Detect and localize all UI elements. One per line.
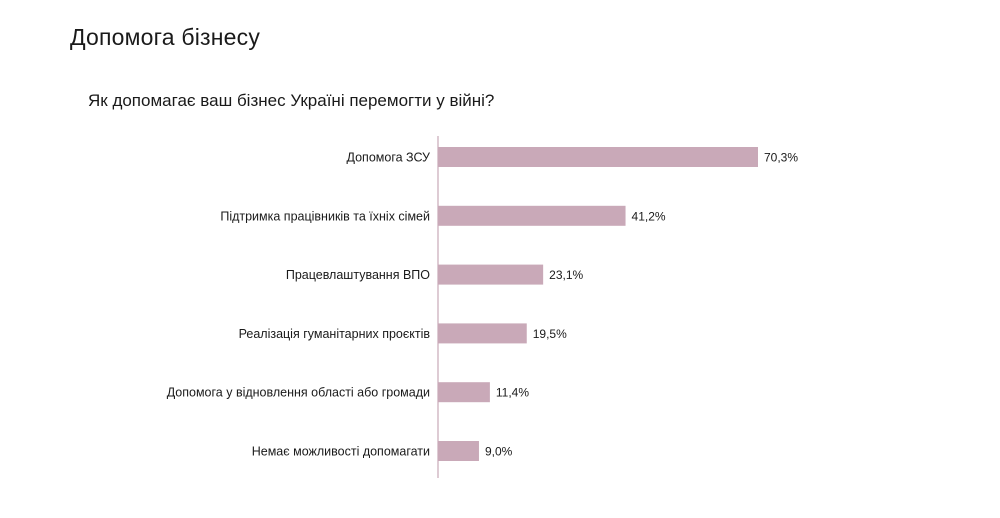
bar-5 xyxy=(438,382,490,403)
category-label-6: Немає можливості допомагати xyxy=(252,445,430,459)
value-label-2: 41,2% xyxy=(632,209,666,223)
value-label-4: 19,5% xyxy=(533,327,567,341)
value-label-3: 23,1% xyxy=(549,268,583,282)
category-label-1: Допомога ЗСУ xyxy=(347,151,431,165)
bar-6 xyxy=(438,441,479,461)
value-label-6: 9,0% xyxy=(485,445,513,459)
category-label-2: Підтримка працівників та їхніх сімей xyxy=(220,209,430,223)
category-label-5: Допомога у відновлення області або грома… xyxy=(167,386,430,400)
bar-2 xyxy=(438,205,626,226)
category-label-3: Працевлаштування ВПО xyxy=(286,268,430,282)
bar-4 xyxy=(438,323,527,344)
page-title: Допомога бізнесу xyxy=(70,24,261,50)
chart-title: Як допомагає ваш бізнес Україні перемогт… xyxy=(88,91,495,110)
value-label-5: 11,4% xyxy=(496,386,529,400)
category-label-4: Реалізація гуманітарних проєктів xyxy=(239,327,431,341)
value-label-1: 70,3% xyxy=(764,151,798,165)
bar-3 xyxy=(438,264,544,285)
bar-1 xyxy=(438,147,758,167)
